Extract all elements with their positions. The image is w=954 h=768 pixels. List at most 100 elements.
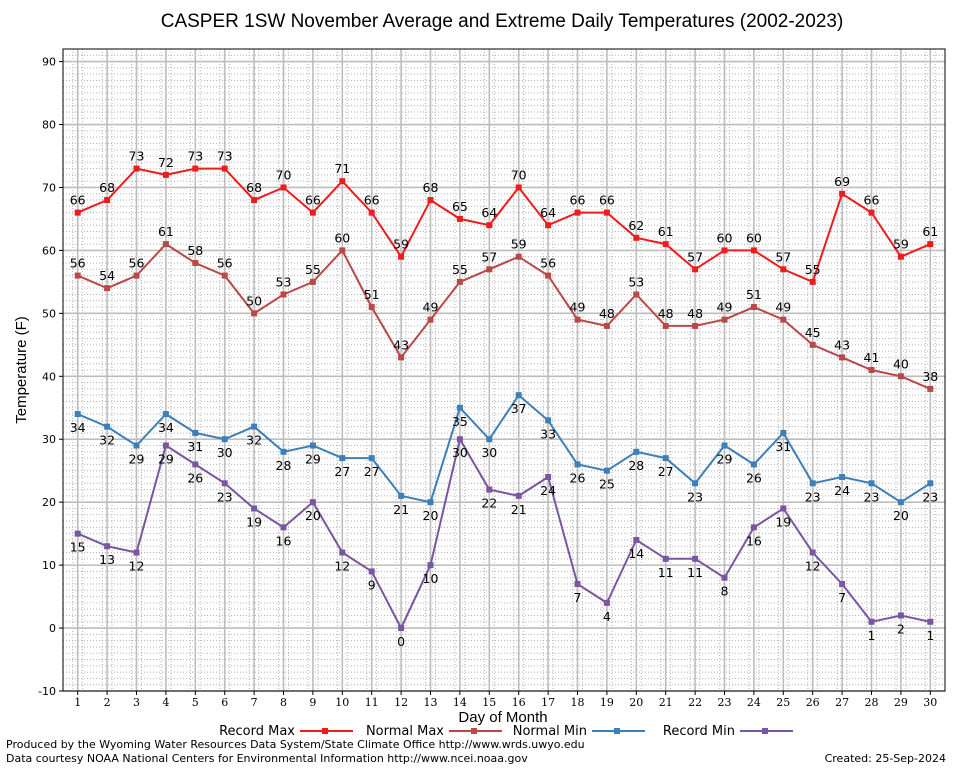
record-min-data-label: 16 — [746, 533, 762, 548]
normal-min-point — [721, 442, 728, 449]
normal-min-point — [192, 429, 199, 436]
normal-max-point — [574, 316, 581, 323]
record-max-data-label: 73 — [217, 149, 233, 164]
record-min-point — [368, 568, 375, 575]
legend-label: Normal Max — [366, 724, 444, 739]
normal-min-data-label: 34 — [158, 420, 174, 435]
legend-marker — [762, 728, 768, 734]
x-tick-label: 5 — [192, 696, 199, 709]
y-tick-label: 50 — [42, 307, 56, 320]
normal-min-data-label: 26 — [570, 470, 586, 485]
record-min-data-label: 11 — [687, 565, 703, 580]
grid — [63, 48, 945, 692]
record-max-data-label: 59 — [393, 237, 409, 252]
record-min-data-label: 12 — [129, 559, 145, 574]
normal-min-point — [427, 499, 434, 506]
record-min-data-label: 8 — [721, 584, 729, 599]
record-min-point — [133, 549, 140, 556]
normal-min-data-label: 23 — [805, 489, 821, 504]
normal-max-point — [662, 322, 669, 329]
normal-min-point — [809, 480, 816, 487]
record-max-data-label: 68 — [99, 180, 115, 195]
x-tick-label: 23 — [718, 696, 732, 709]
y-tick-label: 70 — [42, 181, 56, 194]
record-max-point — [398, 253, 405, 260]
record-min-point — [456, 436, 463, 443]
record-min-point — [780, 505, 787, 512]
normal-max-data-label: 40 — [893, 356, 909, 371]
normal-max-data-label: 60 — [334, 230, 350, 245]
normal-min-data-label: 28 — [276, 458, 292, 473]
normal-max-point — [603, 322, 610, 329]
record-max-data-label: 66 — [570, 193, 586, 208]
record-max-point — [221, 165, 228, 172]
normal-min-point — [486, 436, 493, 443]
record-min-point — [692, 555, 699, 562]
x-tick-label: 11 — [365, 696, 379, 709]
record-min-point — [74, 530, 81, 537]
normal-min-point — [368, 455, 375, 462]
normal-max-point — [427, 316, 434, 323]
record-min-point — [809, 549, 816, 556]
record-max-data-label: 71 — [334, 161, 350, 176]
x-tick-label: 14 — [453, 696, 467, 709]
legend-label: Record Max — [219, 724, 295, 739]
x-tick-label: 19 — [600, 696, 614, 709]
normal-min-data-label: 27 — [364, 464, 380, 479]
normal-min-point — [221, 436, 228, 443]
y-axis-label: Temperature (F) — [13, 316, 30, 424]
record-min-point — [633, 536, 640, 543]
record-min-point — [662, 555, 669, 562]
y-tick-label: 60 — [42, 244, 56, 257]
record-max-point — [515, 184, 522, 191]
record-min-data-label: 15 — [70, 540, 86, 555]
x-tick-label: 27 — [835, 696, 849, 709]
x-tick-label: 15 — [482, 696, 496, 709]
normal-min-point — [104, 423, 111, 430]
normal-min-data-label: 23 — [687, 489, 703, 504]
normal-max-point — [780, 316, 787, 323]
normal-max-data-label: 59 — [511, 237, 527, 252]
record-min-point — [486, 486, 493, 493]
record-max-data-label: 73 — [129, 149, 145, 164]
normal-min-data-label: 29 — [717, 452, 733, 467]
y-tick-label: 90 — [42, 56, 56, 69]
x-tick-label: 29 — [894, 696, 908, 709]
normal-max-point — [721, 316, 728, 323]
normal-min-data-label: 37 — [511, 401, 527, 416]
plot-area-border — [62, 48, 946, 692]
x-tick-label: 26 — [806, 696, 820, 709]
record-min-point — [515, 492, 522, 499]
record-max-point — [809, 278, 816, 285]
normal-min-data-label: 29 — [305, 452, 321, 467]
record-max-point — [545, 222, 552, 229]
normal-max-point — [74, 272, 81, 279]
record-max-point — [633, 234, 640, 241]
normal-max-data-label: 38 — [922, 369, 938, 384]
record-min-data-label: 20 — [305, 508, 321, 523]
record-min-data-label: 7 — [574, 590, 582, 605]
record-min-point — [545, 474, 552, 480]
normal-min-point — [251, 423, 258, 430]
normal-max-data-label: 45 — [805, 325, 821, 340]
record-max-point — [897, 253, 904, 260]
normal-max-data-label: 43 — [393, 337, 409, 352]
legend-marker — [322, 728, 328, 734]
normal-min-point — [133, 442, 140, 449]
normal-max-series: 56 54 56 61 58 56 50 53 55 60 51 43 49 55 57 59 56 49 48 53… — [70, 224, 938, 392]
normal-min-data-label: 31 — [187, 439, 203, 454]
normal-max-line — [77, 242, 931, 390]
x-tick-label: 12 — [394, 696, 408, 709]
record-max-data-label: 61 — [658, 224, 674, 239]
normal-max-point — [456, 278, 463, 285]
x-tick-label: 17 — [541, 696, 555, 709]
normal-min-data-label: 23 — [922, 489, 938, 504]
record-min-point — [162, 442, 169, 449]
x-tick-label: 8 — [280, 696, 287, 709]
normal-max-data-label: 50 — [246, 293, 262, 308]
x-tick-label: 4 — [162, 696, 169, 709]
normal-max-data-label: 48 — [599, 306, 615, 321]
normal-max-point — [839, 354, 846, 361]
legend-item-record-min: Record Min — [663, 724, 793, 739]
record-min-point — [927, 618, 934, 625]
